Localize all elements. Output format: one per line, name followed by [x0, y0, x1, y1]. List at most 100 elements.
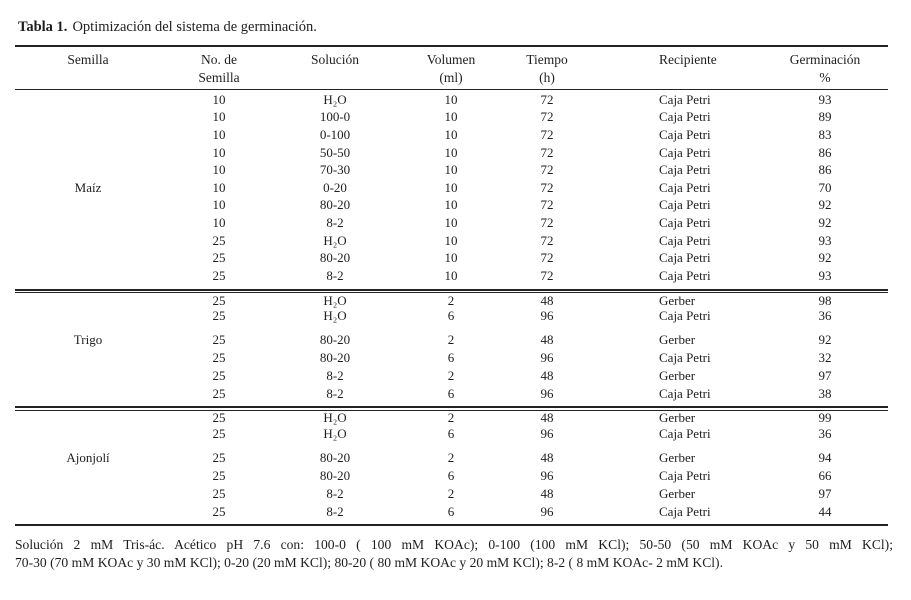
header-germinacion: Germinación % [762, 51, 888, 89]
table-cell: 80-20 [319, 197, 351, 213]
table-row: 25 8-2 6 96 Caja Petri 44 [15, 503, 888, 521]
table-cell: 72 [540, 250, 554, 266]
table-cell: 10 [444, 109, 458, 125]
table-cell: 48 [540, 368, 554, 384]
table-cell: 10 [212, 144, 226, 160]
table-cell: 72 [540, 232, 554, 248]
table-row: 25 80-20 10 72 Caja Petri 92 [15, 249, 888, 267]
table-cell: Caja Petri [659, 109, 711, 125]
table-cell: Caja Petri [659, 126, 711, 142]
table-cell: 86 [818, 162, 832, 178]
table-cell: 8-2 [326, 214, 344, 230]
table-cell: Caja Petri [659, 267, 711, 283]
cell-semilla-label: Trigo [73, 332, 103, 348]
table-cell: 48 [540, 332, 554, 348]
table-row: 25 80-20 6 96 Caja Petri 66 [15, 467, 888, 485]
table-cell: Caja Petri [659, 250, 711, 266]
table-cell: 10 [444, 126, 458, 142]
footnote-line: 70-30 (70 mM KOAc y 30 mM KCl); 0-20 (20… [15, 555, 723, 571]
table-cell: 72 [540, 197, 554, 213]
table-cell: 86 [818, 144, 832, 160]
table-cell: 72 [540, 214, 554, 230]
table-cell: 97 [818, 485, 832, 501]
table-row: 25 H₂O 10 72 Caja Petri 93 [15, 232, 888, 250]
table-cell: 25 [212, 368, 226, 384]
table-cell: 96 [540, 350, 554, 366]
table-section: 25 H₂O 2 48 Gerber 98 25 H₂O 6 96 Caja Petri 36 Trig… [15, 293, 888, 406]
header-line: Semilla [67, 52, 109, 67]
table-cell: Caja Petri [659, 179, 711, 195]
header-line [15, 69, 161, 87]
header-recipiente: Recipiente [585, 51, 762, 89]
table-cell: 48 [540, 292, 554, 308]
header-line: Solución [310, 52, 359, 67]
table-section: 25 H₂O 2 48 Gerber 99 25 H₂O 6 96 Caja Petri 36 Ajon… [15, 410, 888, 524]
header-solucion: Solución [277, 51, 393, 89]
header-line: % [819, 70, 831, 85]
table-cell: 92 [818, 197, 832, 213]
table-cell: 2 [447, 332, 455, 348]
table-cell: 89 [818, 109, 832, 125]
header-line: Semilla [198, 70, 240, 85]
table-cell: 36 [818, 425, 832, 441]
table-cell: 80-20 [319, 332, 351, 348]
table-section: 10 H₂O 10 72 Caja Petri 93 10 100-0 10 72 Caja Pet… [15, 90, 888, 289]
table-cell: 25 [212, 503, 226, 519]
table-cell: Caja Petri [659, 425, 711, 441]
header-line: (h) [539, 70, 555, 85]
table-cell: 10 [212, 109, 226, 125]
table-cell: 25 [212, 250, 226, 266]
table-cell: 38 [818, 386, 832, 402]
table-cell: 100-0 [319, 109, 351, 125]
table-cell: 10 [444, 214, 458, 230]
table-cell: Gerber [659, 368, 696, 384]
table-cell: 10 [212, 126, 226, 142]
table-cell: Gerber [659, 449, 696, 465]
table-cell: 8-2 [326, 485, 344, 501]
table-row: Maíz 10 0-20 10 72 Caja Petri 70 [15, 179, 888, 197]
table-cell: 6 [447, 503, 455, 519]
table-row: 10 70-30 10 72 Caja Petri 86 [15, 161, 888, 179]
table-cell: 72 [540, 126, 554, 142]
table-cell: H₂O [323, 232, 347, 248]
table-cell: 93 [818, 91, 832, 107]
table-cell: 25 [212, 467, 226, 483]
table-cell: 8-2 [326, 368, 344, 384]
table-cell: 83 [818, 126, 832, 142]
table-cell: 25 [212, 485, 226, 501]
table-cell: 32 [818, 350, 832, 366]
table-cell: 10 [444, 267, 458, 283]
cell-semilla-label: Maíz [74, 179, 102, 195]
table-cell: 25 [212, 425, 226, 441]
table-row: 10 8-2 10 72 Caja Petri 92 [15, 214, 888, 232]
table-cell: Caja Petri [659, 144, 711, 160]
table-cell: Caja Petri [659, 197, 711, 213]
table-cell: 92 [818, 332, 832, 348]
table-row: 10 0-100 10 72 Caja Petri 83 [15, 126, 888, 144]
header-line: No. de [201, 52, 237, 67]
table-cell: Gerber [659, 485, 696, 501]
table-row: 25 8-2 10 72 Caja Petri 93 [15, 267, 888, 285]
table-cell: 72 [540, 267, 554, 283]
table-cell: 25 [212, 350, 226, 366]
table-cell: H₂O [323, 91, 347, 107]
table-cell: 10 [444, 91, 458, 107]
germination-table: Semilla No. de Semilla Solución Volumen … [15, 45, 888, 526]
header-line: Volumen [426, 52, 476, 67]
table-cell: 25 [212, 386, 226, 402]
table-row: 25 H₂O 6 96 Caja Petri 36 [15, 308, 888, 325]
table-cell: 96 [540, 308, 554, 324]
table-cell: 80-20 [319, 449, 351, 465]
table-cell: 48 [540, 449, 554, 465]
header-line [659, 69, 762, 87]
table-cell: 70-30 [319, 162, 351, 178]
table-cell: 10 [444, 179, 458, 195]
table-cell: 6 [447, 425, 455, 441]
table-cell: 10 [212, 91, 226, 107]
table-cell: 36 [818, 308, 832, 324]
table-cell: H₂O [323, 292, 347, 308]
table-cell: 25 [212, 292, 226, 308]
table-cell: Caja Petri [659, 214, 711, 230]
table-cell: Caja Petri [659, 350, 711, 366]
table-cell: Caja Petri [659, 308, 711, 324]
